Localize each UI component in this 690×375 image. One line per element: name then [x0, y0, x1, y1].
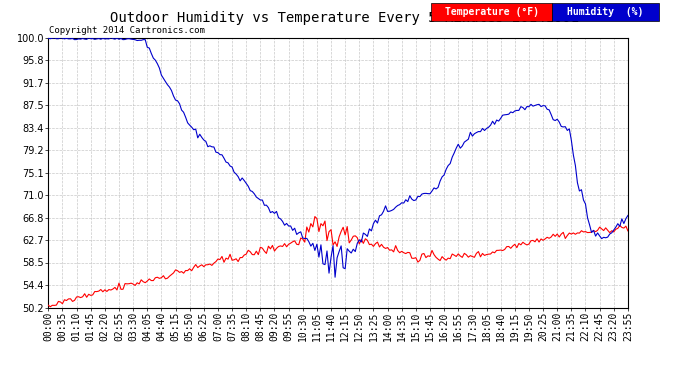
- Text: Temperature (°F): Temperature (°F): [444, 7, 539, 16]
- Text: Humidity  (%): Humidity (%): [567, 7, 644, 16]
- Text: Copyright 2014 Cartronics.com: Copyright 2014 Cartronics.com: [50, 26, 206, 35]
- Text: Outdoor Humidity vs Temperature Every 5 Minutes 20141001: Outdoor Humidity vs Temperature Every 5 …: [110, 11, 580, 25]
